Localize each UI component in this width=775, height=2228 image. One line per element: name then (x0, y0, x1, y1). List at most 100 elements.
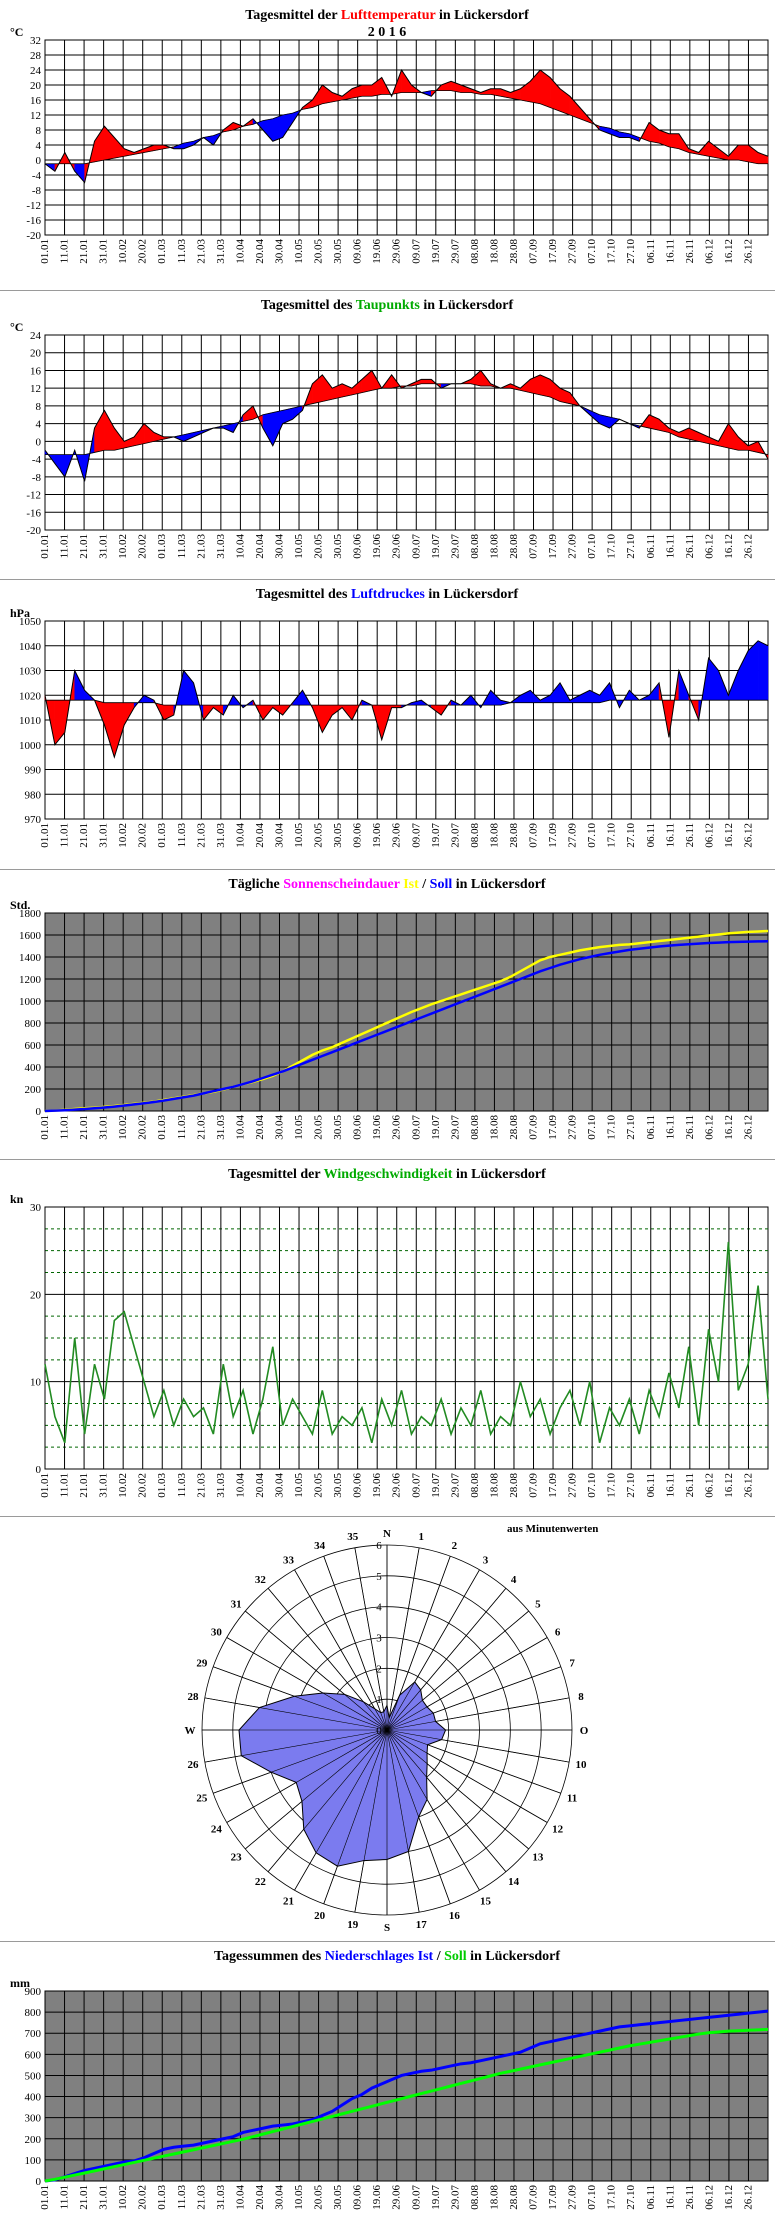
dewpoint-xtick: 06.12 (703, 534, 715, 559)
sunshine-xtick: 09.07 (410, 1115, 422, 1140)
windrose-spoke-overlay (386, 1729, 561, 1794)
temperature-subtitle: 2 0 1 6 (368, 25, 407, 40)
dewpoint-xtick: 09.06 (352, 534, 364, 559)
windrose-spoke-overlay (386, 1610, 529, 1731)
pressure-ytick: 1020 (19, 690, 42, 702)
temperature-xtick: 19.06 (371, 239, 383, 264)
dewpoint-panel: Tagesmittel des Taupunkts in Lückersdorf… (0, 290, 775, 580)
windspeed-series-0 (44, 1241, 769, 1444)
pressure-xtick: 18.08 (488, 823, 500, 848)
windrose-rtick-zero: 0 (376, 1725, 382, 1737)
windrose-spoke-overlay (386, 1729, 529, 1850)
windspeed-xtick: 11.01 (59, 1473, 71, 1497)
windrose-direction-label: 34 (314, 1540, 326, 1552)
dewpoint-ytick: -4 (32, 454, 42, 466)
dewpoint-xtick: 20.04 (254, 534, 266, 559)
pressure-ytick: 1000 (19, 740, 42, 752)
pressure-xtick: 10.05 (293, 823, 305, 848)
windspeed-xtick: 27.10 (625, 1473, 637, 1498)
windspeed-xtick: 21.01 (78, 1473, 90, 1498)
windrose-direction-label: 8 (578, 1691, 584, 1703)
precipitation-ytick: 300 (25, 2113, 42, 2125)
dewpoint-series-soll (45, 383, 769, 456)
windrose-direction-label: 6 (555, 1627, 561, 1639)
temperature-xtick: 30.05 (332, 239, 344, 264)
temperature-xtick: 10.02 (117, 239, 129, 264)
windspeed-xtick: 01.01 (39, 1473, 51, 1498)
temperature-xtick: 21.03 (195, 239, 207, 264)
sunshine-xtick: 06.11 (645, 1115, 657, 1139)
dewpoint-chart: Tagesmittel des Taupunkts in Lückersdorf… (10, 298, 769, 559)
temperature-xtick: 08.08 (469, 239, 481, 264)
windspeed-title-part: in Lückersdorf (452, 1167, 546, 1182)
sunshine-xtick: 31.03 (215, 1115, 227, 1140)
windrose-panel: aus Minutenwerten 1 2 3 4 5 6 0 N 1 2 3 4 5 6 7 8 O 10 11 12… (0, 1516, 775, 1942)
precipitation-xtick: 20.04 (254, 2185, 266, 2210)
windrose-direction-label: 29 (196, 1658, 208, 1670)
precipitation-xtick: 18.08 (488, 2185, 500, 2210)
temperature-xtick: 01.01 (39, 239, 51, 264)
dewpoint-xtick: 20.05 (313, 534, 325, 559)
windspeed-xtick: 20.04 (254, 1473, 266, 1498)
windrose-spoke-overlay (245, 1729, 388, 1850)
windrose-direction-label: 33 (283, 1554, 295, 1566)
sunshine-xtick: 17.10 (606, 1115, 618, 1140)
dewpoint-ytick: 8 (36, 401, 42, 413)
windspeed-xtick: 30.05 (332, 1473, 344, 1498)
sunshine-xtick: 29.06 (391, 1115, 403, 1140)
precipitation-xtick: 19.06 (371, 2185, 383, 2210)
pressure-xtick: 20.04 (254, 823, 266, 848)
precipitation-ytick: 900 (25, 1986, 42, 1998)
temperature-title-part: in Lückersdorf (435, 8, 529, 23)
precipitation-xtick: 06.12 (703, 2185, 715, 2210)
windrose-direction-label: 31 (231, 1598, 242, 1610)
dewpoint-xtick: 01.01 (39, 534, 51, 559)
sunshine-title-part: Ist (403, 877, 419, 892)
sunshine-xtick: 21.01 (78, 1115, 90, 1140)
sunshine-title-part: in Lückersdorf (452, 877, 546, 892)
windspeed-xtick: 19.06 (371, 1473, 383, 1498)
windrose-rtick: 6 (376, 1540, 382, 1552)
sunshine-ylabel: Std. (10, 898, 30, 912)
pressure-title: Tagesmittel des Luftdruckes in Lückersdo… (256, 587, 519, 602)
dewpoint-xtick: 26.11 (684, 534, 696, 558)
dewpoint-title-part: Tagesmittel des (261, 298, 356, 313)
windrose-direction-label: 12 (552, 1824, 564, 1836)
windspeed-xtick: 06.11 (645, 1473, 657, 1497)
sunshine-xtick: 28.08 (508, 1115, 520, 1140)
pressure-xtick: 16.12 (723, 823, 735, 848)
windrose-direction-label: 22 (255, 1876, 267, 1888)
temperature-xtick: 10.05 (293, 239, 305, 264)
temperature-xtick: 30.04 (273, 239, 285, 264)
temperature-ytick: 0 (36, 155, 42, 167)
pressure-xtick: 07.10 (586, 823, 598, 848)
temperature-xtick: 20.02 (137, 239, 149, 264)
windrose-direction-label: 21 (283, 1896, 294, 1908)
windspeed-xtick: 20.02 (137, 1473, 149, 1498)
windrose-direction-label: 2 (452, 1540, 458, 1552)
windrose-rtick: 3 (376, 1633, 382, 1645)
precipitation-xtick: 26.12 (742, 2185, 754, 2210)
sunshine-xtick: 01.03 (156, 1115, 168, 1140)
precipitation-xtick: 06.11 (645, 2185, 657, 2209)
precipitation-xtick: 30.05 (332, 2185, 344, 2210)
windrose-annotation: aus Minutenwerten (507, 1523, 598, 1535)
dewpoint-ytick: -8 (32, 472, 42, 484)
windspeed-xtick: 16.11 (664, 1473, 676, 1497)
precipitation-xtick: 07.10 (586, 2185, 598, 2210)
windrose-spoke-overlay (386, 1729, 548, 1823)
precipitation-xtick: 20.02 (137, 2185, 149, 2210)
pressure-xtick: 19.06 (371, 823, 383, 848)
precipitation-ylabel: mm (10, 1976, 30, 1990)
windspeed-xtick: 17.10 (606, 1473, 618, 1498)
sunshine-xtick: 11.03 (176, 1115, 188, 1140)
windspeed-panel: Tagesmittel der Windgeschwindigkeit in L… (0, 1159, 775, 1517)
sunshine-xtick: 21.03 (195, 1115, 207, 1140)
temperature-xtick: 11.03 (176, 239, 188, 264)
windspeed-xtick: 28.08 (508, 1473, 520, 1498)
precipitation-xtick: 26.11 (684, 2185, 696, 2209)
pressure-ytick: 1040 (19, 641, 42, 653)
pressure-xtick: 21.01 (78, 823, 90, 848)
temperature-ylabel: °C (10, 25, 23, 39)
windspeed-xtick: 16.12 (723, 1473, 735, 1498)
